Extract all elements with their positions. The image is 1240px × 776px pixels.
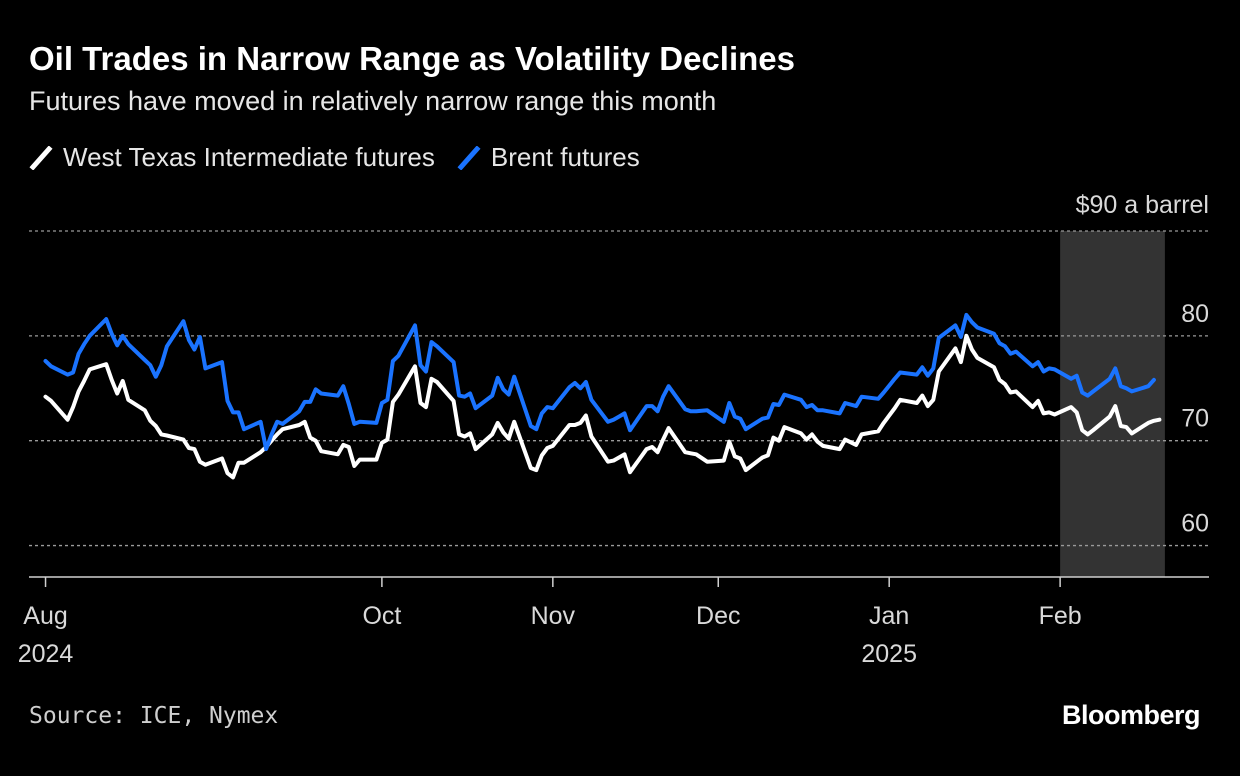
gridlines — [29, 230, 1209, 547]
legend-item-wti: West Texas Intermediate futures — [29, 142, 435, 173]
legend-swatch-brent — [457, 145, 481, 170]
line-chart: 60 70 80 $90 a barrel Aug 2024 Oct Nov Dec Jan 20… — [18, 191, 1209, 668]
x-tick-year-2025: 2025 — [861, 640, 917, 668]
series-lines — [43, 312, 1162, 480]
legend-item-brent: Brent futures — [457, 142, 640, 173]
source-note: Source: ICE, Nymex — [29, 703, 279, 729]
y-tick-label-70: 70 — [1181, 405, 1209, 433]
y-tick-label-60: 60 — [1181, 510, 1209, 538]
y-axis-tick-labels: 60 70 80 $90 a barrel — [1076, 191, 1209, 538]
legend: West Texas Intermediate futures Brent fu… — [29, 142, 662, 173]
bloomberg-logo: Bloomberg — [1061, 700, 1201, 730]
x-tick-label-dec: Dec — [696, 602, 740, 630]
legend-label-wti: West Texas Intermediate futures — [63, 142, 435, 172]
y-tick-label-80: 80 — [1181, 300, 1209, 328]
x-tick-label-aug: Aug — [23, 602, 67, 630]
highlight-band — [1060, 231, 1165, 577]
x-tick-label-feb: Feb — [1039, 602, 1082, 630]
series-line-brent — [43, 312, 1156, 452]
x-tick-year-2024: 2024 — [18, 640, 74, 668]
chart-title: Oil Trades in Narrow Range as Volatility… — [29, 40, 795, 77]
x-tick-label-jan: Jan — [869, 602, 909, 630]
legend-label-brent: Brent futures — [490, 142, 640, 172]
legend-swatch-wti — [29, 145, 53, 170]
x-axis: Aug 2024 Oct Nov Dec Jan 2025 Feb — [18, 576, 1209, 668]
chart-subtitle: Futures have moved in relatively narrow … — [29, 86, 717, 116]
x-tick-label-nov: Nov — [531, 602, 576, 630]
x-tick-label-oct: Oct — [362, 602, 401, 630]
highlight-band-group — [1060, 231, 1165, 577]
series-line-wti — [43, 333, 1162, 480]
y-axis-unit-label: $90 a barrel — [1076, 191, 1209, 219]
